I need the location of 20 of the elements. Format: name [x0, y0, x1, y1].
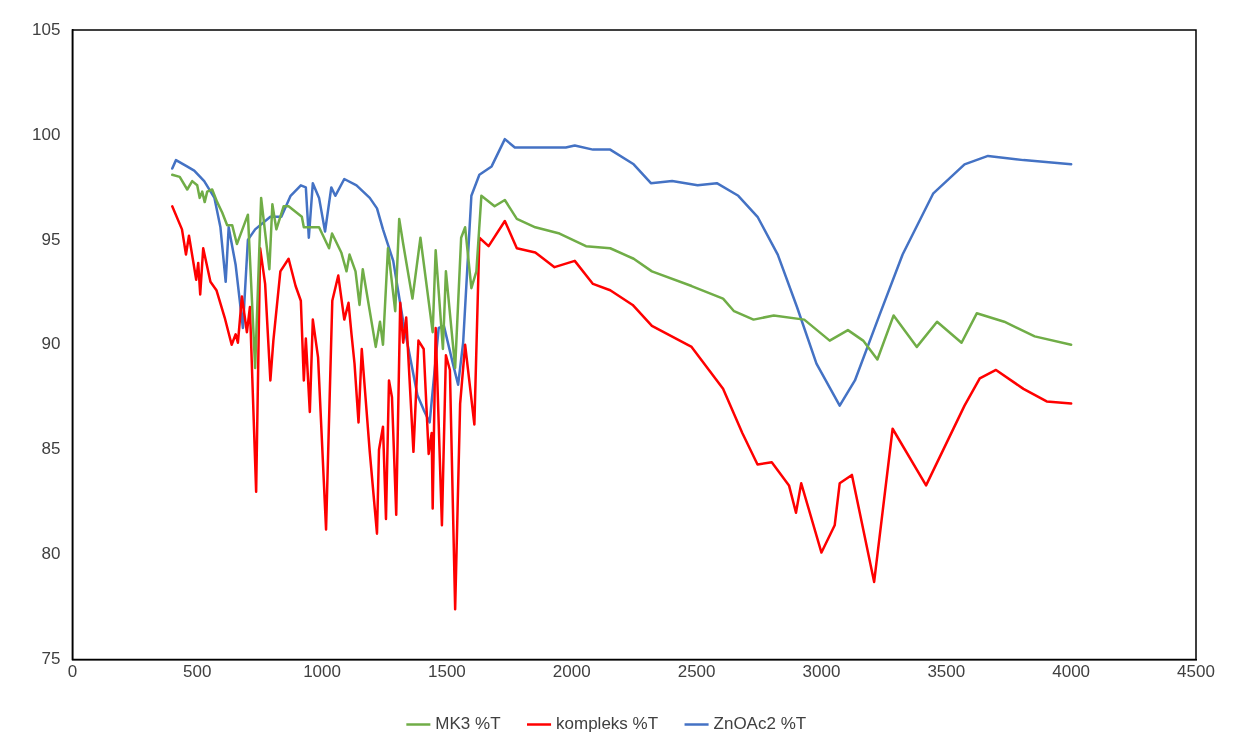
- x-tick-label: 1500: [428, 662, 466, 682]
- legend-label: kompleks %T: [556, 714, 659, 734]
- x-tick-label: 500: [183, 662, 212, 682]
- x-tick-label: 2000: [552, 662, 591, 682]
- x-tick-label: 2500: [677, 662, 716, 682]
- legend-label: ZnOAc2 %T: [713, 714, 807, 734]
- x-tick-label: 3000: [802, 662, 841, 682]
- x-tick-label: 3500: [927, 662, 966, 682]
- y-tick-label: 85: [41, 439, 61, 459]
- legend-label: MK3 %T: [435, 714, 501, 734]
- y-tick-label: 95: [41, 229, 61, 249]
- x-tick-label: 0: [67, 662, 78, 682]
- x-tick-label: 4500: [1177, 662, 1215, 682]
- y-tick-label: 90: [41, 334, 61, 354]
- y-tick-label: 80: [41, 544, 61, 564]
- y-tick-label: 105: [31, 19, 61, 39]
- x-tick-label: 4000: [1052, 662, 1091, 682]
- y-tick-label: 100: [31, 124, 61, 144]
- y-tick-label: 75: [41, 649, 61, 669]
- x-tick-label: 1000: [303, 662, 341, 682]
